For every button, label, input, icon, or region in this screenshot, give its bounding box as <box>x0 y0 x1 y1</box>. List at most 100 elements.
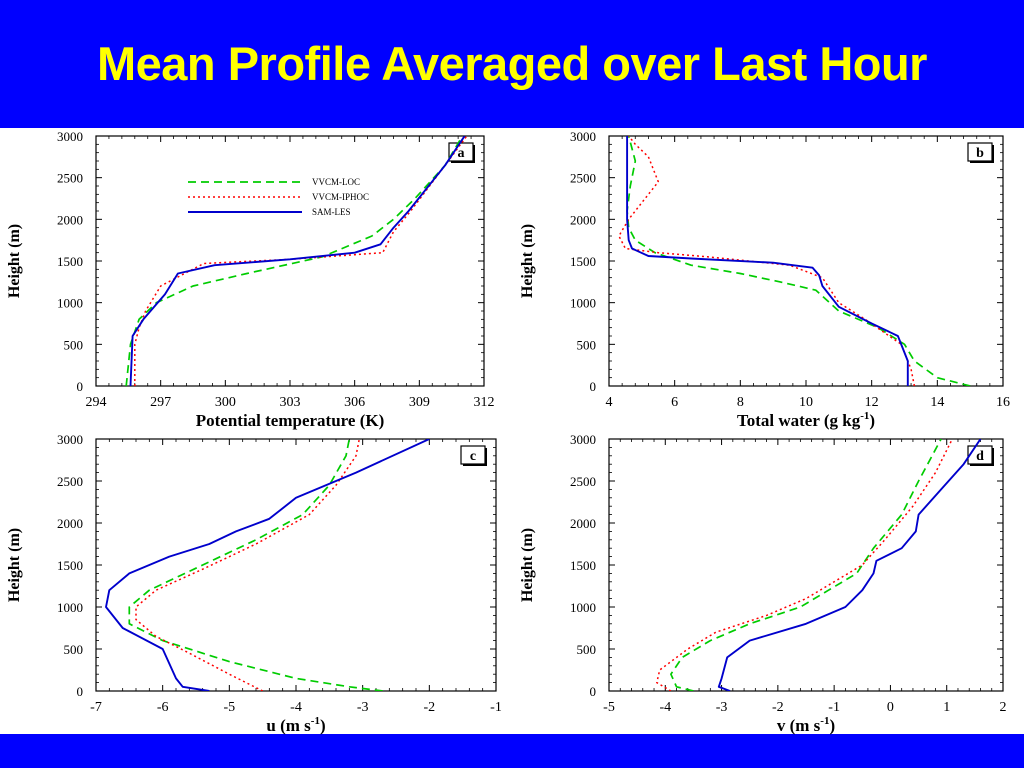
y-tick-label: 2500 <box>570 171 596 186</box>
x-tick-label: -7 <box>90 700 102 715</box>
x-axis-label-end: ) <box>829 716 835 735</box>
panel-label-shadow <box>451 161 475 163</box>
y-tick-label: 500 <box>577 642 597 657</box>
y-tick-label: 3000 <box>570 432 596 447</box>
panel-label-shadow <box>970 464 994 466</box>
chart-panel-c: -7 -6 -5 -4 -3 -2 -1 0 500 1000 1500 2000 2500 3000 u … <box>6 432 502 735</box>
panel-label-shadow <box>992 448 994 466</box>
series-line-vvcm-iphoc <box>656 439 953 691</box>
series-line-vvcm-iphoc <box>134 136 468 386</box>
y-tick-label: 1500 <box>57 254 83 269</box>
x-tick-label: -2 <box>423 700 435 715</box>
panel-label: d <box>976 449 984 464</box>
x-tick-label: 300 <box>215 395 236 410</box>
x-axis-label: u (m s-1) <box>266 715 325 735</box>
x-tick-label: 6 <box>671 395 678 410</box>
y-tick-label: 2000 <box>57 516 83 531</box>
panel-label-shadow <box>970 161 994 163</box>
title-bar <box>0 0 1024 128</box>
x-tick-label: -2 <box>772 700 784 715</box>
y-tick-label: 1000 <box>57 600 83 615</box>
y-tick-label: 3000 <box>570 129 596 144</box>
y-tick-label: 2500 <box>57 474 83 489</box>
series-line-sam-les <box>105 439 430 691</box>
panel-label: c <box>470 449 476 464</box>
y-tick-label: 0 <box>77 379 84 394</box>
x-axis-label: v (m s-1) <box>777 715 835 735</box>
bottom-bar <box>0 734 1024 768</box>
x-tick-label: -3 <box>716 700 728 715</box>
plot-frame <box>608 438 1004 692</box>
series-line-vvcm-iphoc <box>618 136 916 386</box>
x-tick-label: -3 <box>357 700 369 715</box>
y-tick-label: 0 <box>77 684 84 699</box>
x-tick-label: 0 <box>887 700 894 715</box>
y-tick-label: 1000 <box>570 296 596 311</box>
x-tick-label: 10 <box>799 395 813 410</box>
y-tick-label: 1000 <box>570 600 596 615</box>
series-line-vvcm-loc <box>125 136 464 386</box>
series-line-sam-les <box>129 136 466 386</box>
x-tick-label: 1 <box>943 700 950 715</box>
y-tick-label: 2500 <box>57 171 83 186</box>
panel-label-shadow <box>463 464 487 466</box>
chart-panel-a: 294 297 300 303 306 309 312 0 500 1000 1500 2000 250… <box>6 129 495 430</box>
y-tick-label: 2000 <box>57 212 83 227</box>
x-tick-label: 16 <box>996 395 1010 410</box>
y-tick-label: 500 <box>577 337 597 352</box>
x-axis-label-sup: -1 <box>820 715 829 727</box>
series-line-vvcm-loc <box>626 136 971 386</box>
series-line-vvcm-loc <box>128 439 383 691</box>
chart-panel-b: 4 6 8 10 12 14 16 0 500 1000 1500 2000 2500 3000 Total… <box>519 129 1010 430</box>
legend-label: SAM-LES <box>312 207 351 217</box>
series-line-sam-les <box>717 439 982 691</box>
x-tick-label: 309 <box>409 395 430 410</box>
y-tick-label: 1500 <box>57 558 83 573</box>
panel-label-shadow <box>992 145 994 163</box>
y-axis-label: Height (m) <box>6 224 23 298</box>
y-tick-label: 1500 <box>570 558 596 573</box>
x-tick-label: 14 <box>930 395 944 410</box>
x-tick-label: 303 <box>280 395 301 410</box>
x-tick-label: -6 <box>157 700 169 715</box>
x-axis-label-end: ) <box>869 411 875 430</box>
x-tick-label: -4 <box>659 700 671 715</box>
legend-label: VVCM-LOC <box>312 177 360 187</box>
panel-label-shadow <box>485 448 487 466</box>
x-tick-label: -4 <box>290 700 302 715</box>
plot-frame <box>608 135 1004 387</box>
plot-frame <box>95 438 497 692</box>
x-tick-label: 4 <box>606 395 613 410</box>
y-tick-label: 2000 <box>570 212 596 227</box>
series-line-vvcm-loc <box>670 439 942 691</box>
x-tick-label: -5 <box>603 700 615 715</box>
y-axis-label: Height (m) <box>519 224 536 298</box>
y-tick-label: 0 <box>590 379 597 394</box>
y-tick-label: 0 <box>590 684 597 699</box>
x-tick-label: -1 <box>490 700 502 715</box>
x-axis-label-sup: -1 <box>860 410 869 422</box>
x-tick-label: 8 <box>737 395 744 410</box>
series-line-sam-les <box>626 136 909 386</box>
x-tick-label: -1 <box>828 700 840 715</box>
y-axis-label: Height (m) <box>519 528 536 602</box>
y-tick-label: 3000 <box>57 432 83 447</box>
panel-label: b <box>976 146 984 161</box>
chart-panel-d: -5 -4 -3 -2 -1 0 1 2 0 500 1000 1500 2000 2500 3000 v (… <box>519 432 1007 735</box>
x-tick-label: 12 <box>865 395 879 410</box>
y-tick-label: 3000 <box>57 129 83 144</box>
x-axis-label-end: ) <box>320 716 326 735</box>
x-tick-label: 297 <box>150 395 171 410</box>
y-tick-label: 1000 <box>57 296 83 311</box>
panel-label-shadow <box>473 145 475 163</box>
x-tick-label: 306 <box>344 395 365 410</box>
slide-title: Mean Profile Averaged over Last Hour <box>97 37 927 90</box>
panel-label: a <box>458 146 465 161</box>
series-line-vvcm-iphoc <box>135 439 361 691</box>
y-tick-label: 2500 <box>570 474 596 489</box>
x-axis-label-sup: -1 <box>311 715 320 727</box>
plot-frame <box>95 135 485 387</box>
x-axis-label: Potential temperature (K) <box>196 411 385 430</box>
x-tick-label: 294 <box>86 395 107 410</box>
